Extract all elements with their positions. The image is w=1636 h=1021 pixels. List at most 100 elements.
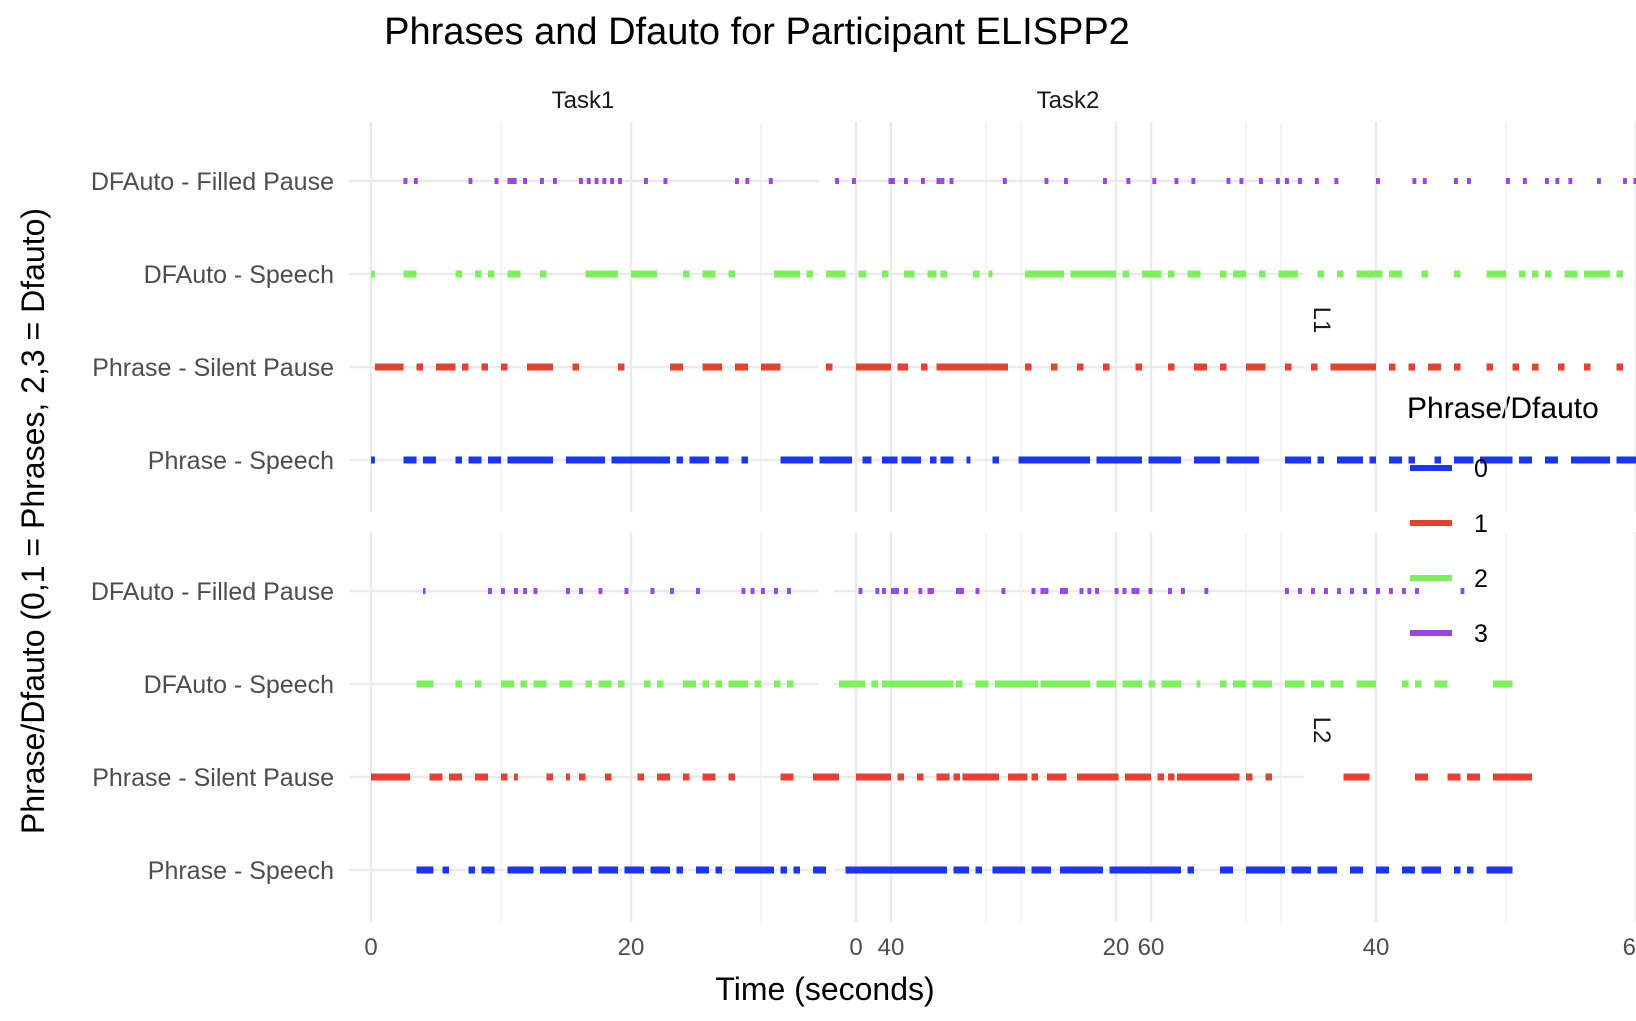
segment-mark: [1196, 680, 1201, 688]
segment-mark: [1555, 178, 1560, 184]
segment-mark: [1233, 680, 1246, 688]
segment-mark: [1220, 363, 1227, 371]
panels: Phrase - Speech Phrase - Silent Pause DFAu…: [91, 122, 1636, 961]
segment-mark: [1135, 363, 1142, 371]
segment-mark: [871, 680, 878, 688]
segment-mark: [1131, 588, 1136, 594]
segment-mark: [1044, 866, 1051, 874]
segment-mark: [1415, 588, 1419, 594]
segment-mark: [1454, 363, 1461, 371]
segment-mark: [882, 456, 895, 464]
segment-mark: [1008, 773, 1028, 781]
segment-mark: [897, 773, 904, 781]
legend: 0 1 2 3: [1410, 455, 1488, 648]
segment-mark: [566, 773, 570, 781]
y-tick-label: DFAuto - Speech: [144, 261, 334, 289]
segment-mark: [806, 270, 813, 278]
segment-mark: [1428, 363, 1441, 371]
segment-mark: [882, 363, 889, 371]
segment-mark: [891, 588, 895, 594]
segment-mark: [897, 363, 904, 371]
segment-mark: [1467, 866, 1474, 874]
segment-mark: [403, 270, 417, 278]
segment-mark: [1246, 866, 1285, 874]
segment-mark: [1025, 270, 1064, 278]
segment-mark: [416, 680, 434, 688]
y-tick-label: Phrase - Speech: [148, 857, 334, 885]
segment-mark: [1187, 773, 1194, 781]
segment-mark: [1148, 680, 1155, 688]
segment-mark: [702, 773, 716, 781]
segment-mark: [715, 866, 722, 874]
segment-mark: [973, 270, 980, 278]
segment-mark: [845, 866, 891, 874]
segment-mark: [475, 680, 482, 688]
segment-mark: [1246, 773, 1253, 781]
segment-mark: [481, 866, 495, 874]
segment-mark: [676, 456, 683, 464]
segment-mark: [975, 680, 989, 688]
segment-mark: [637, 773, 644, 781]
segment-mark: [1109, 866, 1181, 874]
segment-mark: [676, 866, 683, 874]
segment-mark: [572, 363, 579, 371]
segment-mark: [1181, 588, 1185, 594]
segment-mark: [953, 866, 967, 874]
segment-mark: [1337, 270, 1344, 278]
segment-mark: [1018, 456, 1090, 464]
segment-mark: [523, 588, 527, 594]
segment-mark: [1584, 363, 1591, 371]
segment-mark: [540, 270, 547, 278]
segment-mark: [468, 456, 482, 464]
segment-mark: [559, 680, 573, 688]
segment-mark: [605, 773, 612, 781]
segment-mark: [1421, 270, 1428, 278]
legend-label: 0: [1474, 455, 1488, 483]
segment-mark: [1415, 773, 1428, 781]
segment-mark: [1389, 588, 1393, 594]
segment-mark: [624, 588, 629, 594]
segment-mark: [878, 773, 891, 781]
segment-mark: [598, 866, 618, 874]
segment-mark: [1252, 680, 1272, 688]
segment-mark: [780, 456, 813, 464]
y-tick-label: DFAuto - Filled Pause: [91, 578, 334, 606]
segment-mark: [663, 178, 668, 184]
segment-mark: [940, 456, 954, 464]
segment-mark: [858, 270, 865, 278]
chart-title: Phrases and Dfauto for Participant ELISP…: [384, 11, 1130, 53]
segment-mark: [1324, 588, 1328, 594]
segment-mark: [1460, 588, 1465, 594]
segment-mark: [999, 680, 1038, 688]
segment-mark: [1031, 773, 1038, 781]
segment-mark: [1226, 456, 1259, 464]
y-tick-label: Phrase - Speech: [148, 447, 334, 475]
segment-mark: [481, 363, 488, 371]
y-axis-title: Phrase/Dfauto (0,1 = Phrases, 2,3 = Dfau…: [15, 208, 51, 834]
segment-mark: [1285, 680, 1305, 688]
segment-mark: [936, 773, 950, 781]
segment-mark: [618, 363, 625, 371]
x-tick-label: 60: [1138, 934, 1165, 961]
segment-mark: [975, 866, 982, 874]
segment-mark: [774, 270, 800, 278]
segment-mark: [1330, 363, 1376, 371]
segment-mark: [901, 363, 908, 371]
segment-mark: [1060, 588, 1064, 594]
segment-mark: [1001, 588, 1006, 594]
segment-mark: [1454, 270, 1461, 278]
segment-mark: [1220, 866, 1233, 874]
segment-mark: [1454, 178, 1458, 184]
segment-mark: [1616, 456, 1636, 464]
segment-mark: [754, 680, 761, 688]
segment-mark: [488, 456, 501, 464]
segment-mark: [1402, 680, 1409, 688]
segment-mark: [839, 680, 865, 688]
segment-mark: [371, 270, 375, 278]
segment-mark: [403, 456, 417, 464]
segment-mark: [1064, 178, 1068, 184]
segment-mark: [1285, 456, 1311, 464]
segment-mark: [520, 680, 527, 688]
segment-mark: [1402, 588, 1406, 594]
segment-mark: [882, 680, 954, 688]
